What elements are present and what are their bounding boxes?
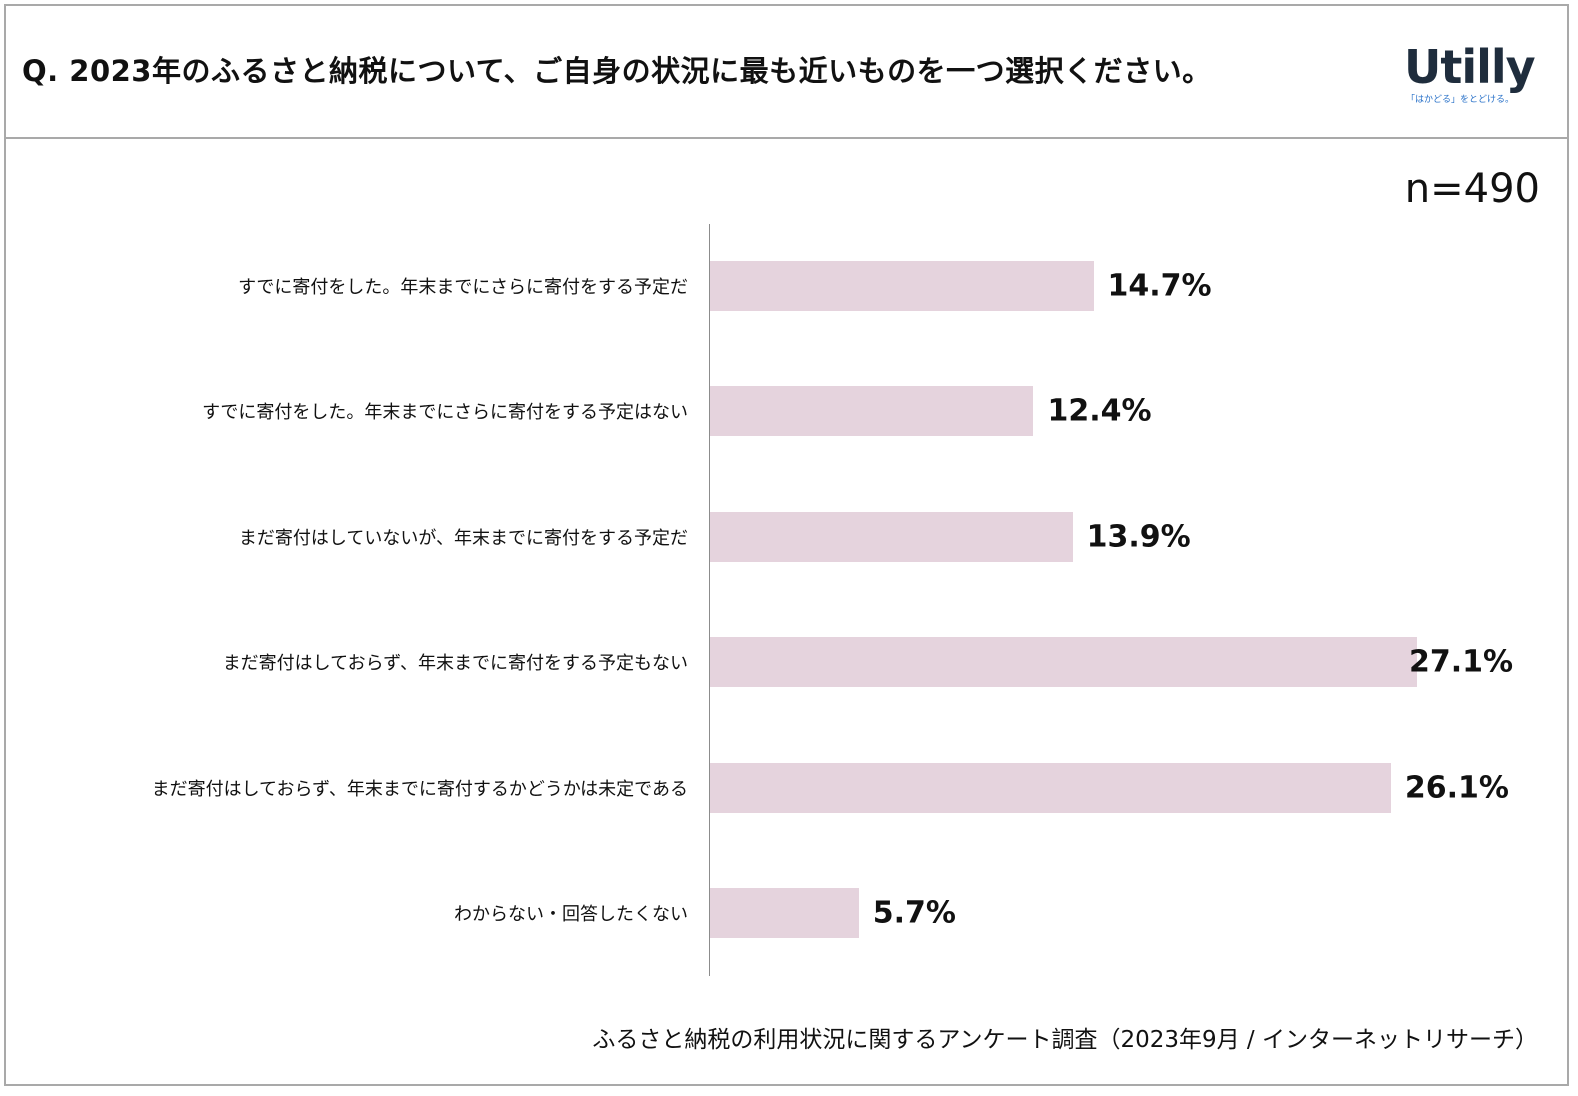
bar	[710, 888, 859, 938]
category-label: まだ寄付はしておらず、年末までに寄付するかどうかは未定である	[151, 778, 688, 800]
question-title: Q. 2023年のふるさと納税について、ご自身の状況に最も近いものを一つ選択くだ…	[22, 54, 1212, 88]
chart-header: Q. 2023年のふるさと納税について、ご自身の状況に最も近いものを一つ選択くだ…	[4, 4, 1569, 139]
bar	[710, 762, 1391, 813]
bar	[710, 386, 1034, 437]
data-label: 5.7%	[872, 895, 956, 931]
chart-frame	[4, 4, 1569, 1086]
utilly-logo: Utilly 「はかどる」をとどける。	[1404, 40, 1539, 110]
data-label: 27.1%	[1409, 644, 1514, 680]
data-label: 13.9%	[1086, 519, 1191, 555]
bar	[710, 511, 1073, 562]
category-label: まだ寄付はしておらず、年末までに寄付をする予定もない	[222, 653, 688, 675]
category-label: すでに寄付をした。年末までにさらに寄付をする予定はない	[202, 402, 688, 424]
logo-tagline: 「はかどる」をとどける。	[1406, 95, 1515, 105]
category-label: わからない・回答したくない	[454, 904, 688, 925]
sample-size-label: n=490	[1404, 166, 1540, 212]
data-label: 12.4%	[1047, 393, 1152, 429]
bar	[710, 261, 1094, 311]
logo-wordmark: Utilly	[1404, 40, 1536, 94]
bar	[710, 637, 1417, 688]
data-label: 14.7%	[1107, 268, 1212, 304]
category-label: すでに寄付をした。年末までにさらに寄付をする予定だ	[238, 277, 688, 298]
data-label: 26.1%	[1404, 770, 1509, 806]
source-caption: ふるさと納税の利用状況に関するアンケート調査（2023年9月 / インターネット…	[592, 1027, 1538, 1053]
category-label: まだ寄付はしていないが、年末までに寄付をする予定だ	[238, 527, 688, 549]
category-axis-line	[709, 224, 710, 976]
